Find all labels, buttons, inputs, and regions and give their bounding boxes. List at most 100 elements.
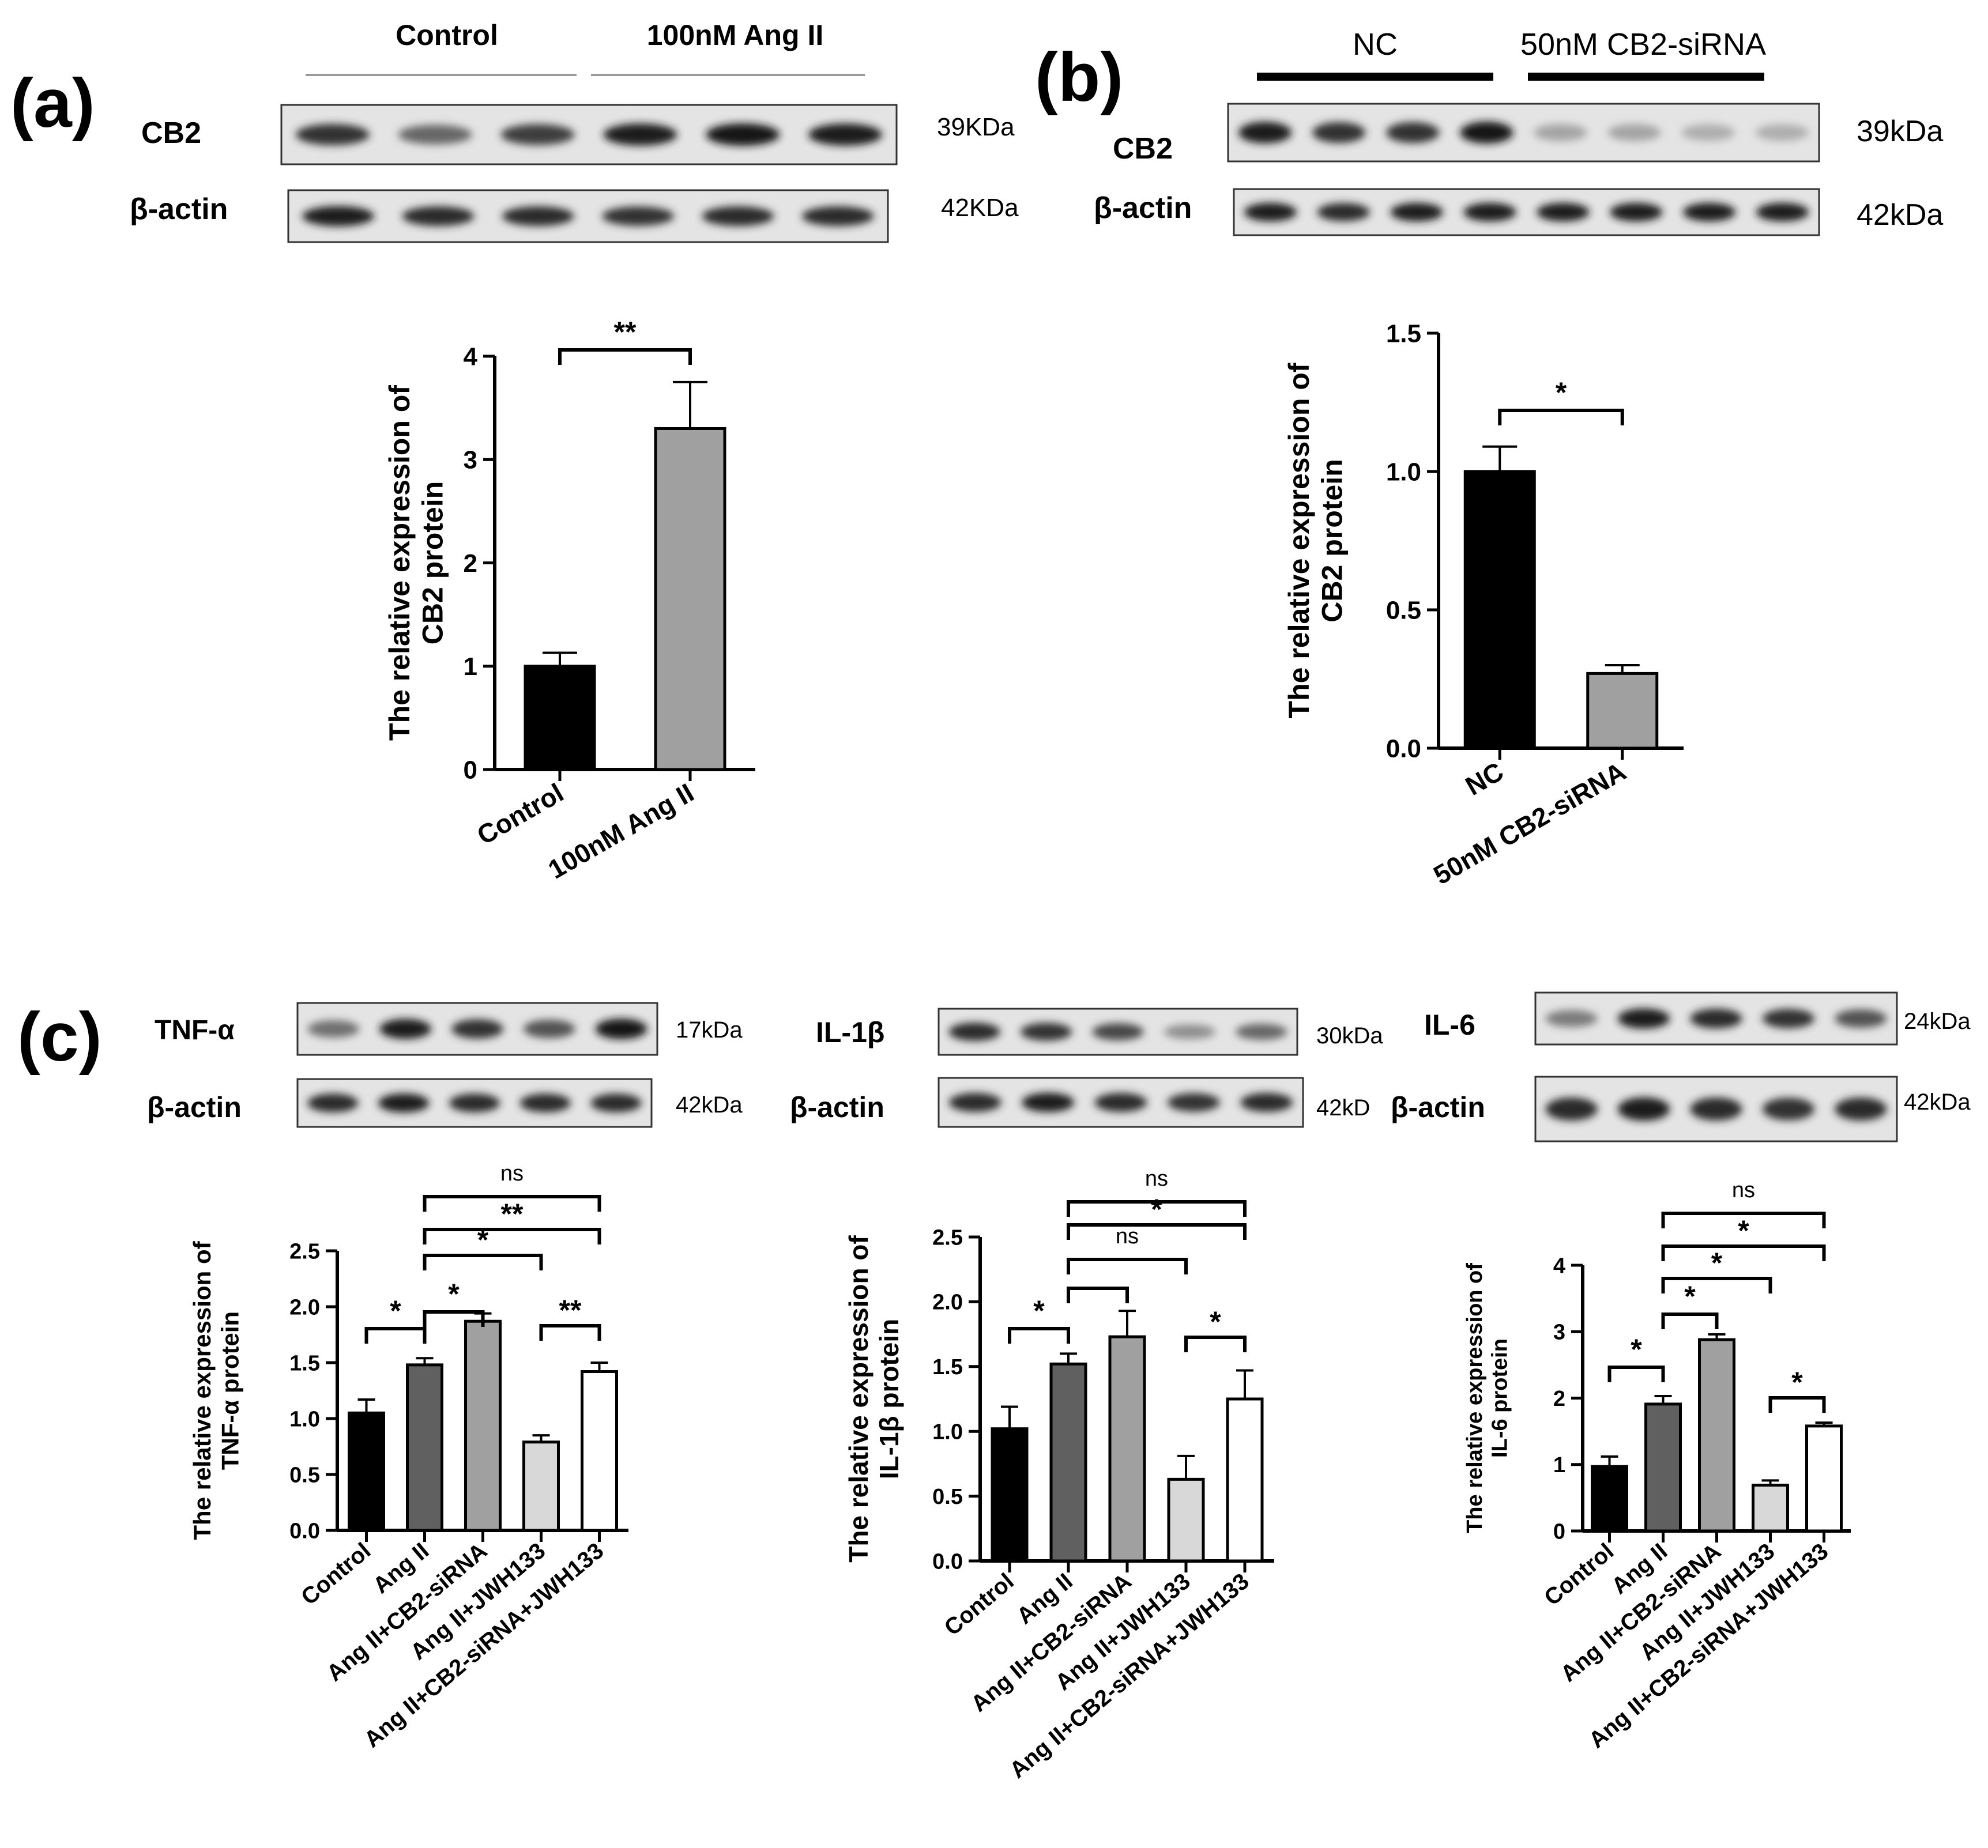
blot-band — [1537, 202, 1590, 222]
significance-label: * — [1631, 1333, 1642, 1366]
panel-a-group-control: Control — [396, 19, 498, 51]
blot-band — [1762, 1009, 1815, 1028]
panel-c-letter: (c) — [17, 998, 102, 1076]
blot-band — [500, 124, 575, 145]
significance-bracket — [1067, 1223, 1247, 1240]
bar — [1049, 1362, 1087, 1563]
panel-b-blot-label-cb2: CB2 — [1113, 132, 1173, 165]
blot-band — [590, 1093, 642, 1112]
significance-bracket — [423, 1254, 543, 1270]
chart-il1b: 0.0 0.5 1.0 1.5 2.0 2.5 The relative expressio… — [844, 1167, 1274, 1783]
panel-b-blot-kda-actin: 42kDa — [1857, 198, 1943, 232]
bar — [524, 665, 596, 771]
significance-label: ns — [1145, 1167, 1168, 1191]
blot-band — [1756, 202, 1809, 222]
blot-band — [1238, 122, 1292, 144]
y-tick-label: 1.5 — [932, 1355, 963, 1379]
significance-label: * — [448, 1278, 460, 1310]
significance-label: ** — [501, 1198, 524, 1230]
blot-band — [1835, 1098, 1887, 1121]
significance-label: * — [1791, 1366, 1803, 1398]
blot-band — [449, 1093, 500, 1112]
significance-label: * — [390, 1295, 401, 1327]
blot-band — [1690, 1008, 1742, 1029]
y-tick-label: 0.0 — [289, 1519, 320, 1543]
blot-band — [1610, 202, 1663, 222]
blot-band — [451, 1019, 503, 1039]
panel-c-blot-kda-tnf: 17kDa — [676, 1017, 743, 1043]
blot-band — [307, 1020, 360, 1038]
bar — [1108, 1335, 1146, 1563]
y-tick-label: 2.0 — [932, 1291, 963, 1315]
blot-band — [1617, 1008, 1670, 1029]
significance-label: * — [1033, 1295, 1045, 1327]
significance-bracket — [364, 1327, 427, 1344]
y-tick-label: 0.0 — [1386, 734, 1421, 763]
bar — [1644, 1402, 1682, 1533]
blot-band — [702, 206, 774, 227]
y-tick-label: 0.5 — [932, 1485, 963, 1509]
blot-frame — [280, 104, 898, 165]
x-category-label: Control — [1539, 1538, 1618, 1611]
blot-band — [398, 125, 472, 145]
blot-band — [523, 1020, 575, 1038]
y-tick-label: 0.0 — [932, 1549, 963, 1574]
significance-label: ns — [500, 1161, 524, 1186]
blot-actin-a — [287, 189, 889, 243]
blot-band — [1755, 124, 1809, 141]
blot-band — [1460, 122, 1513, 144]
bar — [654, 427, 726, 771]
blot-band — [1690, 1098, 1742, 1121]
blot-band — [378, 1093, 430, 1112]
x-category-label: Control — [940, 1568, 1019, 1640]
y-axis-label: CB2 protein — [417, 481, 449, 644]
blot-band — [1545, 1010, 1598, 1027]
panel-a-blot-kda-cb2: 39KDa — [937, 113, 1015, 141]
bar — [1752, 1483, 1789, 1533]
panel-c-blot-kda-il6: 24kDa — [1904, 1009, 1971, 1034]
blot-actin-il6 — [1534, 1076, 1898, 1142]
panel-a-blot-label-cb2: CB2 — [141, 116, 201, 150]
y-tick-label: 3 — [1553, 1321, 1565, 1345]
blot-actin-b — [1233, 188, 1820, 236]
panel-c-blot-kda-il1b: 30kDa — [1316, 1023, 1383, 1049]
significance-bracket — [423, 1310, 485, 1327]
blot-band — [402, 206, 475, 227]
blot-band — [1167, 1093, 1220, 1112]
blot-cb2-a — [280, 104, 898, 165]
x-category-label: 100nM Ang II — [543, 778, 699, 885]
blot-band — [1236, 1024, 1287, 1040]
blot-band — [1607, 124, 1661, 141]
y-tick-label: 1.5 — [289, 1351, 320, 1375]
bar — [1591, 1465, 1628, 1533]
significance-bracket — [1661, 1313, 1719, 1329]
panel-b-letter: (b) — [1035, 39, 1123, 116]
y-axis-label: The relative expression of — [844, 1235, 873, 1563]
y-axis-label: The relative expression of — [189, 1240, 216, 1540]
panel-c-blot-label-actin-1: β-actin — [147, 1091, 242, 1123]
significance-bracket — [539, 1324, 601, 1341]
significance-bracket — [1661, 1212, 1826, 1228]
significance-label: * — [1738, 1215, 1749, 1247]
panel-c-blot-kda-actin-1: 42kDa — [676, 1092, 743, 1118]
x-category-label: NC — [1460, 756, 1509, 801]
y-tick-label: 0.5 — [289, 1463, 320, 1487]
significance-bracket — [1768, 1396, 1826, 1413]
blot-band — [1617, 1097, 1670, 1121]
y-tick-label: 1.0 — [1386, 458, 1421, 486]
blot-band — [801, 206, 874, 227]
bar — [464, 1319, 502, 1532]
significance-bracket — [1607, 1366, 1665, 1382]
significance-bracket — [1498, 409, 1624, 425]
panel-b-group-sirna: 50nM CB2-siRNA — [1520, 27, 1766, 62]
panel-c-blot-kda-actin-3: 42kDa — [1904, 1089, 1971, 1115]
y-tick-label: 0 — [464, 756, 477, 784]
x-category-label: Control — [472, 778, 568, 851]
significance-bracket — [1661, 1277, 1772, 1293]
blot-cb2-b — [1227, 103, 1820, 163]
bar — [348, 1411, 385, 1532]
blot-band — [307, 1093, 359, 1112]
bar — [1805, 1424, 1843, 1533]
blot-band — [295, 124, 370, 145]
